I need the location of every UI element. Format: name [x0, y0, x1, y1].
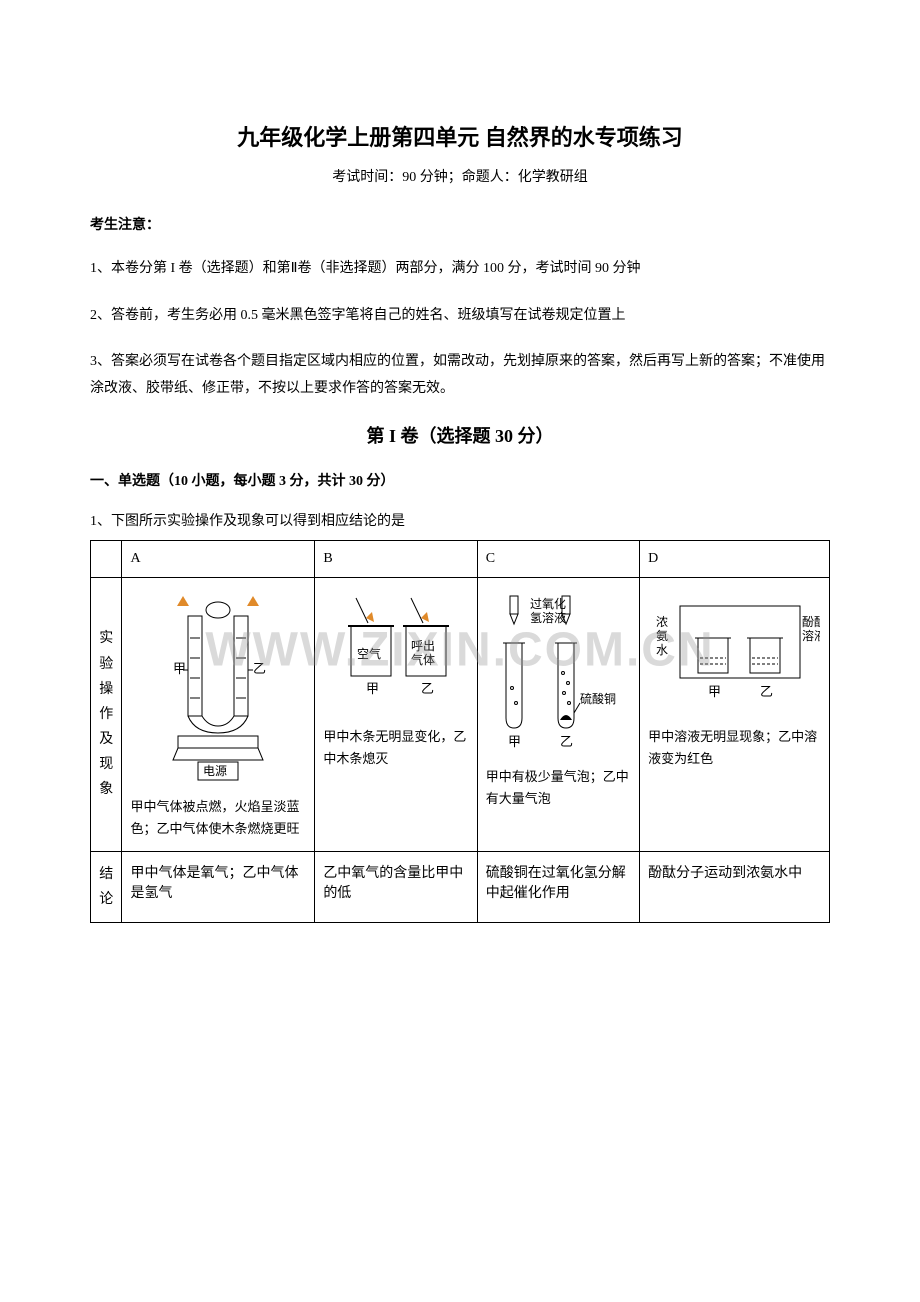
- label-c-left: 甲: [508, 734, 521, 749]
- label-air: 空气: [357, 646, 381, 661]
- figure-a: 甲 乙 电源: [130, 588, 306, 788]
- conclusion-b: 乙中氧气的含量比甲中的低: [315, 851, 477, 922]
- page-title: 九年级化学上册第四单元 自然界的水专项练习: [90, 120, 830, 152]
- cell-c-operation: 过氧化 氢溶液 硫酸铜: [477, 578, 639, 851]
- row-header-blank: [91, 541, 122, 578]
- col-head-a: A: [122, 541, 315, 578]
- notice-heading: 考生注意：: [90, 214, 830, 234]
- label-ammonia-2: 氨: [656, 629, 668, 643]
- label-left: 甲: [173, 661, 186, 676]
- col-head-c: C: [477, 541, 639, 578]
- label-right: 乙: [253, 661, 266, 676]
- row-header-conclusion: 结论: [91, 851, 122, 922]
- tubes-icon: 过氧化 氢溶液 硫酸铜: [488, 588, 628, 758]
- cell-a-operation: 甲 乙 电源 甲中气体被点燃，火焰呈淡蓝色；乙中气体使木条燃烧更旺: [122, 578, 315, 851]
- cell-b-operation: 空气 呼出 气体 甲 乙 甲中木条无明显变化，乙中木条熄灭: [315, 578, 477, 851]
- caption-d: 甲中溶液无明显现象；乙中溶液变为红色: [648, 726, 821, 770]
- mc-heading: 一、单选题（10 小题，每小题 3 分，共计 30 分）: [90, 470, 830, 490]
- caption-c: 甲中有极少量气泡；乙中有大量气泡: [486, 766, 631, 810]
- label-ammonia-1: 浓: [656, 615, 668, 629]
- row-header-operation: 实验操作及现象: [91, 578, 122, 851]
- figure-d: 浓 氨 水 酚酞 溶液 甲 乙: [648, 588, 821, 718]
- label-phen-1: 酚酞: [802, 614, 820, 629]
- table-row: 结论 甲中气体是氧气；乙中气体是氢气 乙中氧气的含量比甲中的低 硫酸铜在过氧化氢…: [91, 851, 830, 922]
- figure-c: 过氧化 氢溶液 硫酸铜: [486, 588, 631, 758]
- figure-b: 空气 呼出 气体 甲 乙: [323, 588, 468, 718]
- label-exhale-1: 呼出: [411, 639, 435, 653]
- jars-icon: 空气 呼出 气体 甲 乙: [326, 588, 466, 718]
- table-row: 实验操作及现象: [91, 578, 830, 851]
- notice-item-2: 2、答卷前，考生务必用 0.5 毫米黑色签字笔将自己的姓名、班级填写在试卷规定位…: [90, 303, 830, 330]
- label-ammonia-3: 水: [656, 643, 668, 657]
- conclusion-a: 甲中气体是氧气；乙中气体是氢气: [122, 851, 315, 922]
- label-power: 电源: [203, 764, 227, 778]
- page-subtitle: 考试时间：90 分钟；命题人：化学教研组: [90, 166, 830, 186]
- notice-item-3: 3、答案必须写在试卷各个题目指定区域内相应的位置，如需改动，先划掉原来的答案，然…: [90, 349, 830, 402]
- label-h2o2-1: 过氧化: [530, 597, 566, 611]
- col-head-d: D: [640, 541, 830, 578]
- beakers-box-icon: 浓 氨 水 酚酞 溶液 甲 乙: [650, 588, 820, 718]
- label-d-left: 甲: [708, 684, 721, 699]
- notice-item-1: 1、本卷分第 I 卷（选择题）和第Ⅱ卷（非选择题）两部分，满分 100 分，考试…: [90, 256, 830, 283]
- label-c-right: 乙: [560, 734, 573, 749]
- label-b-right: 乙: [421, 681, 434, 696]
- conclusion-c: 硫酸铜在过氧化氢分解中起催化作用: [477, 851, 639, 922]
- label-phen-2: 溶液: [802, 628, 820, 643]
- question-1-text: 1、下图所示实验操作及现象可以得到相应结论的是: [90, 510, 830, 530]
- caption-b: 甲中木条无明显变化，乙中木条熄灭: [323, 726, 468, 770]
- experiment-table: A B C D 实验操作及现象: [90, 540, 830, 923]
- col-head-b: B: [315, 541, 477, 578]
- label-cuso4: 硫酸铜: [580, 691, 616, 706]
- table-row: A B C D: [91, 541, 830, 578]
- caption-a: 甲中气体被点燃，火焰呈淡蓝色；乙中气体使木条燃烧更旺: [130, 796, 306, 840]
- conclusion-d: 酚酞分子运动到浓氨水中: [640, 851, 830, 922]
- label-exhale-2: 气体: [411, 652, 435, 667]
- label-h2o2-2: 氢溶液: [530, 610, 566, 625]
- section-1-heading: 第 I 卷（选择题 30 分）: [90, 422, 830, 448]
- cell-d-operation: 浓 氨 水 酚酞 溶液 甲 乙 甲中溶: [640, 578, 830, 851]
- label-d-right: 乙: [760, 684, 773, 699]
- electrolysis-icon: 甲 乙 电源: [143, 588, 293, 788]
- label-b-left: 甲: [366, 681, 379, 696]
